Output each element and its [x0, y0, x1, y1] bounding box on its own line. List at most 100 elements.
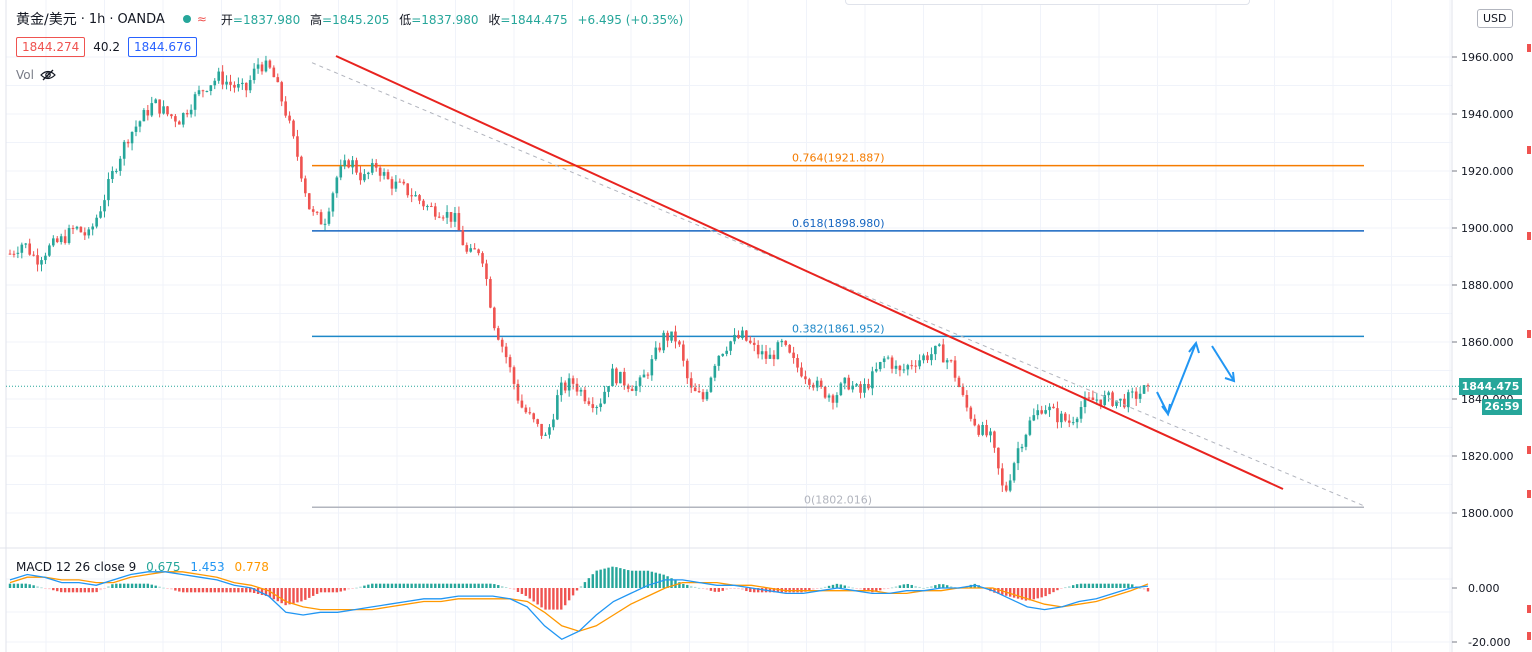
candle-body	[36, 255, 39, 265]
candle-body	[142, 110, 146, 122]
macd-histogram-bar	[461, 583, 465, 588]
macd-histogram-bar	[1115, 583, 1118, 588]
candle-body	[563, 382, 567, 391]
candle-body	[280, 82, 284, 102]
candle-body	[63, 236, 67, 243]
candle-body	[756, 344, 760, 355]
currency-button[interactable]: USD	[1477, 9, 1513, 28]
macd-histogram-bar	[753, 588, 756, 593]
candle-body	[347, 160, 350, 168]
macd-histogram-bar	[556, 588, 559, 610]
price-tick-label: 1880.000	[1461, 279, 1514, 292]
candle-body	[304, 178, 307, 194]
candle-body	[201, 90, 205, 92]
macd-histogram-bar	[1024, 588, 1028, 601]
price-tick-label: 1820.000	[1461, 450, 1514, 463]
candle-body	[819, 380, 823, 387]
macd-histogram-bar	[268, 588, 272, 598]
candle-body	[1103, 395, 1106, 406]
macd-histogram-bar	[1123, 583, 1126, 588]
candle-body	[126, 141, 130, 144]
macd-histogram-bar	[544, 588, 547, 610]
candle-body	[111, 171, 114, 180]
candle-body	[583, 389, 587, 402]
candle-body	[835, 395, 839, 403]
candle-body	[233, 84, 236, 88]
candle-body	[1115, 400, 1118, 406]
macd-histogram-bar	[1119, 583, 1122, 588]
macd-histogram-bar	[1107, 583, 1110, 588]
macd-histogram-bar	[264, 588, 268, 596]
alert-mark	[1527, 232, 1531, 240]
candle-body	[323, 223, 327, 225]
buy-price-button[interactable]: 1844.676	[127, 37, 198, 57]
candle-body	[386, 172, 390, 180]
candle-body	[973, 418, 977, 426]
candle-body	[154, 99, 157, 104]
alert-mark	[1527, 632, 1531, 640]
macd-histogram-bar	[587, 578, 591, 588]
macd-histogram-bar	[434, 583, 437, 588]
candle-body	[741, 330, 744, 339]
candle-body	[221, 71, 224, 85]
high-value: =1845.205	[322, 12, 390, 27]
candle-body	[1138, 393, 1142, 399]
macd-histogram-bar	[536, 588, 539, 605]
macd-histogram-bar	[126, 583, 130, 588]
candle-body	[1142, 385, 1146, 394]
candle-body	[532, 413, 536, 420]
candle-body	[162, 106, 165, 114]
candle-body	[945, 360, 949, 363]
macd-histogram-bar	[949, 586, 953, 588]
interval-label[interactable]: 1h	[88, 11, 106, 27]
candle-body	[55, 238, 59, 243]
candle-body	[276, 77, 280, 83]
macd-histogram-bar	[213, 588, 216, 593]
macd-histogram-bar	[749, 588, 752, 593]
macd-histogram-bar	[367, 584, 370, 588]
candle-body	[24, 243, 28, 245]
macd-tick-label: 0.000	[1468, 582, 1500, 595]
macd-histogram-bar	[1020, 588, 1024, 600]
macd-histogram-bar	[508, 588, 512, 589]
eye-hidden-icon[interactable]	[40, 69, 56, 81]
candle-body	[178, 121, 181, 125]
candle-body	[1001, 468, 1004, 486]
macd-histogram-bar	[182, 588, 185, 593]
candle-body	[1107, 392, 1110, 396]
macd-histogram-bar	[560, 588, 563, 610]
macd-histogram-bar	[627, 570, 630, 588]
macd-line	[9, 571, 1149, 641]
macd-hist-value: 0.675	[146, 560, 181, 574]
candle-body	[536, 419, 539, 424]
candle-body	[827, 395, 831, 398]
macd-histogram-bar	[205, 588, 209, 593]
candle-body	[969, 407, 973, 419]
macd-histogram-bar	[292, 588, 295, 604]
candle-body	[264, 60, 268, 72]
macd-legend[interactable]: MACD 12 26 close 9 0.675 1.453 0.778	[16, 560, 269, 574]
macd-histogram-bar	[28, 584, 31, 588]
candle-body	[1004, 485, 1008, 491]
alert-mark	[1527, 490, 1531, 498]
macd-histogram-bar	[733, 588, 736, 589]
sell-price-button[interactable]: 1844.274	[16, 37, 86, 57]
macd-histogram-bar	[847, 586, 850, 588]
macd-histogram-bar	[59, 588, 63, 593]
floating-toolbar[interactable]	[845, 0, 1250, 5]
candle-body	[174, 116, 177, 122]
market-status[interactable]: ≈	[165, 12, 207, 26]
candle-body	[398, 181, 402, 183]
candle-body	[115, 170, 118, 172]
candle-body	[682, 344, 685, 361]
macd-histogram-bar	[418, 583, 421, 588]
macd-histogram-bar	[768, 588, 772, 593]
candle-body	[918, 360, 921, 367]
candle-body	[874, 369, 878, 372]
macd-histogram-bar	[16, 583, 20, 588]
volume-legend[interactable]: Vol	[16, 68, 56, 82]
candle-body	[1134, 391, 1138, 399]
macd-histogram-bar	[808, 588, 811, 591]
symbol-name[interactable]: 黄金/美元	[16, 12, 77, 28]
